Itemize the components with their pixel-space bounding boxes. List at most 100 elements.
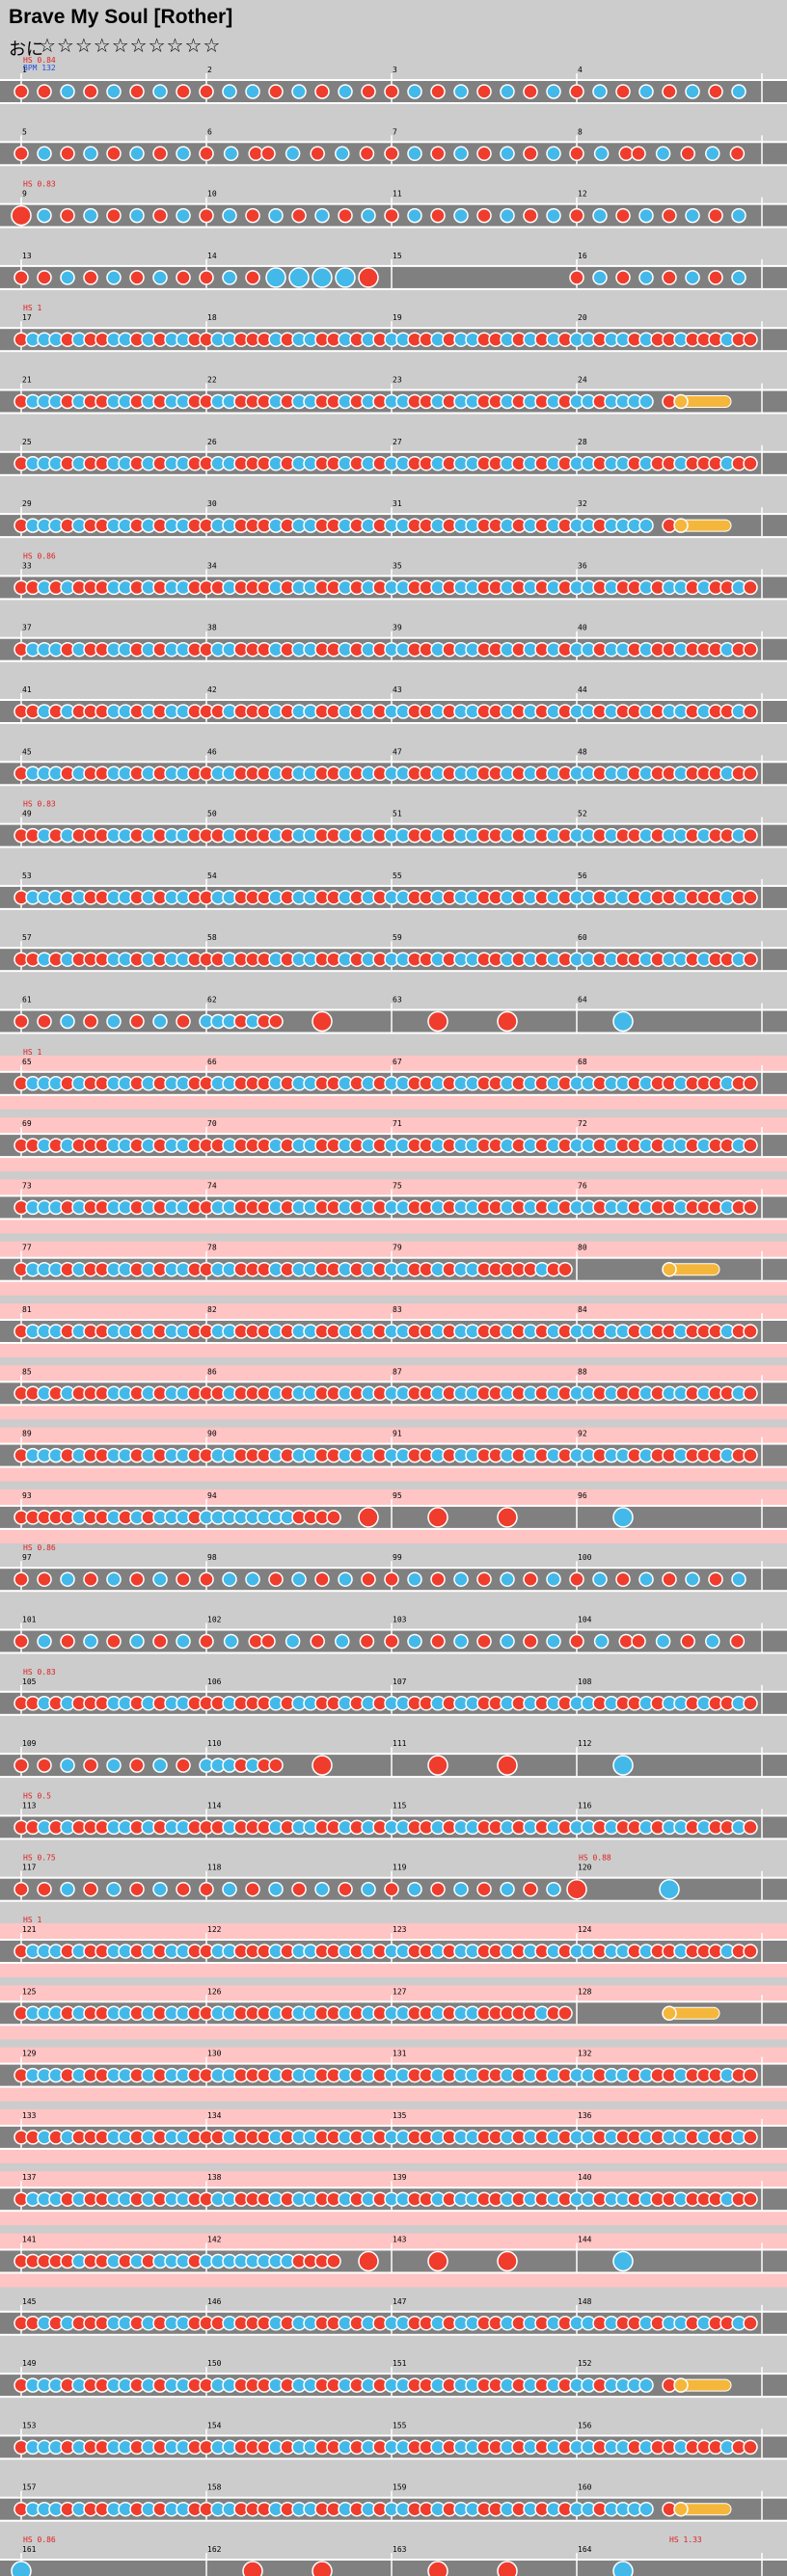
don-note: [743, 2316, 758, 2331]
don-note: [569, 1571, 584, 1587]
measure-number: 70: [207, 1119, 217, 1128]
ka-note: [338, 84, 353, 99]
measure-number: 108: [578, 1677, 592, 1686]
measure-number: 83: [393, 1305, 402, 1314]
don-note: [708, 84, 723, 99]
measure-number: 48: [578, 747, 587, 756]
don-note: [743, 2130, 758, 2145]
measure-number: 12: [578, 190, 587, 199]
measure-number: 15: [393, 252, 402, 260]
don-note: [129, 1571, 145, 1587]
don-note: [743, 952, 758, 967]
big-don-note: [312, 1010, 333, 1033]
don-note: [176, 270, 191, 285]
don-note: [14, 1013, 29, 1030]
ka-note: [152, 84, 168, 99]
big-ka-note: [612, 1507, 634, 1528]
measure-number: 104: [578, 1616, 592, 1624]
measure-number: 153: [22, 2421, 37, 2429]
drumroll-head: [662, 2005, 677, 2022]
measure-number: 73: [22, 1181, 32, 1190]
measure-number: 43: [393, 685, 402, 694]
measure-number: 58: [207, 933, 217, 942]
don-note: [618, 1633, 634, 1650]
don-note: [37, 1758, 52, 1773]
ka-note: [291, 1571, 307, 1587]
don-note: [359, 1633, 375, 1650]
measure-number: 102: [207, 1616, 222, 1624]
drumroll-body: [680, 519, 732, 532]
don-note: [14, 146, 29, 162]
ka-note: [176, 146, 191, 162]
don-note: [83, 270, 98, 285]
ka-note: [500, 1881, 515, 1897]
don-note: [314, 84, 330, 99]
measure-number: 56: [578, 872, 587, 880]
ka-note: [83, 146, 98, 162]
don-note: [430, 1881, 446, 1897]
don-note: [129, 1013, 145, 1030]
don-note: [152, 207, 168, 224]
measure-number: 87: [393, 1367, 402, 1376]
scroll-speed-label: HS 1.33: [669, 2536, 702, 2544]
don-note: [268, 84, 284, 99]
ka-note: [705, 146, 720, 162]
ka-note: [335, 1633, 350, 1650]
ka-note: [685, 1571, 700, 1587]
don-note: [260, 1633, 276, 1650]
ka-note: [407, 1633, 422, 1650]
measure-number: 127: [393, 1987, 407, 1996]
don-note: [129, 270, 145, 285]
big-don-note: [358, 1507, 379, 1528]
big-don-note: [497, 1755, 518, 1776]
ka-note: [546, 1881, 561, 1897]
don-note: [631, 146, 646, 162]
ka-note: [500, 1633, 515, 1650]
don-note: [743, 1324, 758, 1339]
don-note: [338, 207, 353, 224]
don-note: [523, 1633, 538, 1650]
don-note: [743, 2191, 758, 2207]
ka-note: [453, 1633, 469, 1650]
ka-note: [546, 1571, 561, 1587]
ka-note: [453, 1571, 469, 1587]
measure-number: 98: [207, 1553, 217, 1562]
ka-note: [129, 1633, 145, 1650]
difficulty-stars: ☆☆☆☆☆☆☆☆☆☆: [39, 34, 222, 57]
drumroll-head: [673, 518, 689, 533]
measure-number: 135: [393, 2111, 407, 2120]
scroll-speed-label: HS 0.5: [23, 1791, 51, 1800]
measure-number: 160: [578, 2483, 592, 2492]
don-note: [83, 1571, 98, 1587]
measure-number: 96: [578, 1491, 587, 1500]
ka-note: [335, 146, 350, 162]
ka-note: [291, 84, 307, 99]
don-note: [245, 270, 260, 285]
measure-number: 141: [22, 2236, 37, 2244]
measure-number: 76: [578, 1181, 587, 1190]
measure-number: 52: [578, 810, 587, 818]
big-ka-note: [612, 1010, 634, 1033]
chart-header: Brave My Soul [Rother] おに ☆☆☆☆☆☆☆☆☆☆: [0, 0, 787, 60]
don-note: [476, 207, 492, 224]
big-ka-note: [335, 267, 356, 288]
measure-number: 63: [393, 996, 402, 1005]
measure-number: 30: [207, 499, 217, 508]
ka-note: [83, 1633, 98, 1650]
don-note: [310, 1633, 325, 1650]
don-note: [314, 1571, 330, 1587]
ka-note: [655, 1633, 671, 1650]
measure-number: 77: [22, 1244, 32, 1252]
big-ka-note: [612, 2561, 634, 2576]
measure-number: 111: [393, 1739, 407, 1748]
big-don-note: [497, 1507, 518, 1528]
measure-number: 36: [578, 561, 587, 570]
big-ka-note: [11, 2561, 32, 2576]
big-don-note: [497, 1010, 518, 1033]
measure-number: 136: [578, 2111, 592, 2120]
measure-number: 103: [393, 1616, 407, 1624]
don-note: [199, 1571, 214, 1587]
don-note: [106, 146, 122, 162]
measure-number: 9: [22, 190, 27, 199]
ka-note: [731, 1571, 746, 1587]
